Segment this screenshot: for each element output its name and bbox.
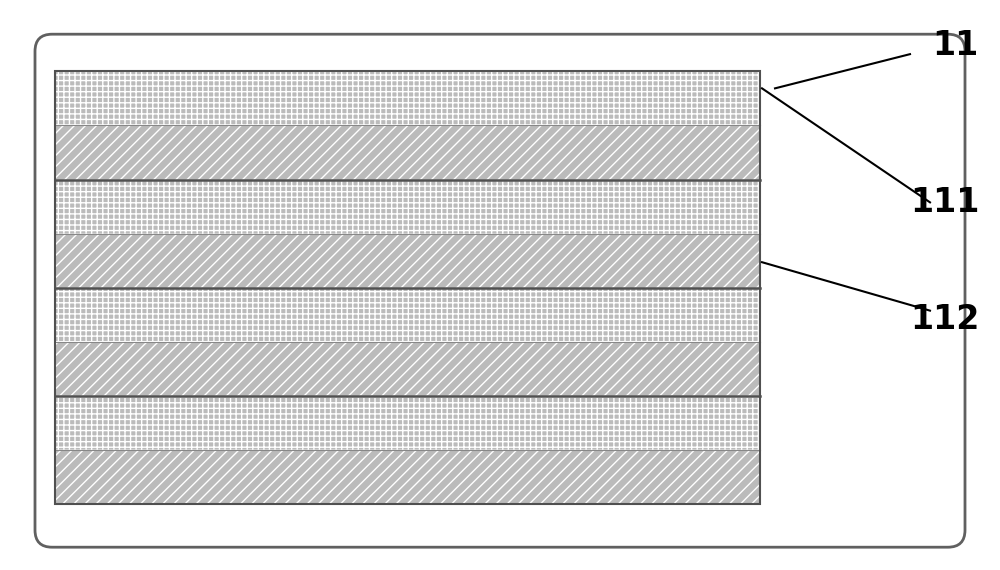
Bar xyxy=(55,396,760,450)
Bar xyxy=(55,180,760,234)
Bar xyxy=(55,288,760,342)
Text: 11: 11 xyxy=(932,29,978,62)
Bar xyxy=(55,125,760,180)
FancyBboxPatch shape xyxy=(35,34,965,547)
Bar xyxy=(55,342,760,396)
Bar xyxy=(55,288,760,342)
Text: 111: 111 xyxy=(910,186,980,219)
Bar xyxy=(55,71,760,125)
Bar xyxy=(55,71,760,125)
Bar xyxy=(55,125,760,180)
Bar xyxy=(55,71,760,504)
Bar xyxy=(55,450,760,504)
Bar xyxy=(55,234,760,288)
Bar xyxy=(55,396,760,450)
Bar xyxy=(55,180,760,234)
Bar xyxy=(55,234,760,288)
Bar xyxy=(55,342,760,396)
Text: 112: 112 xyxy=(910,303,980,336)
Bar xyxy=(55,450,760,504)
